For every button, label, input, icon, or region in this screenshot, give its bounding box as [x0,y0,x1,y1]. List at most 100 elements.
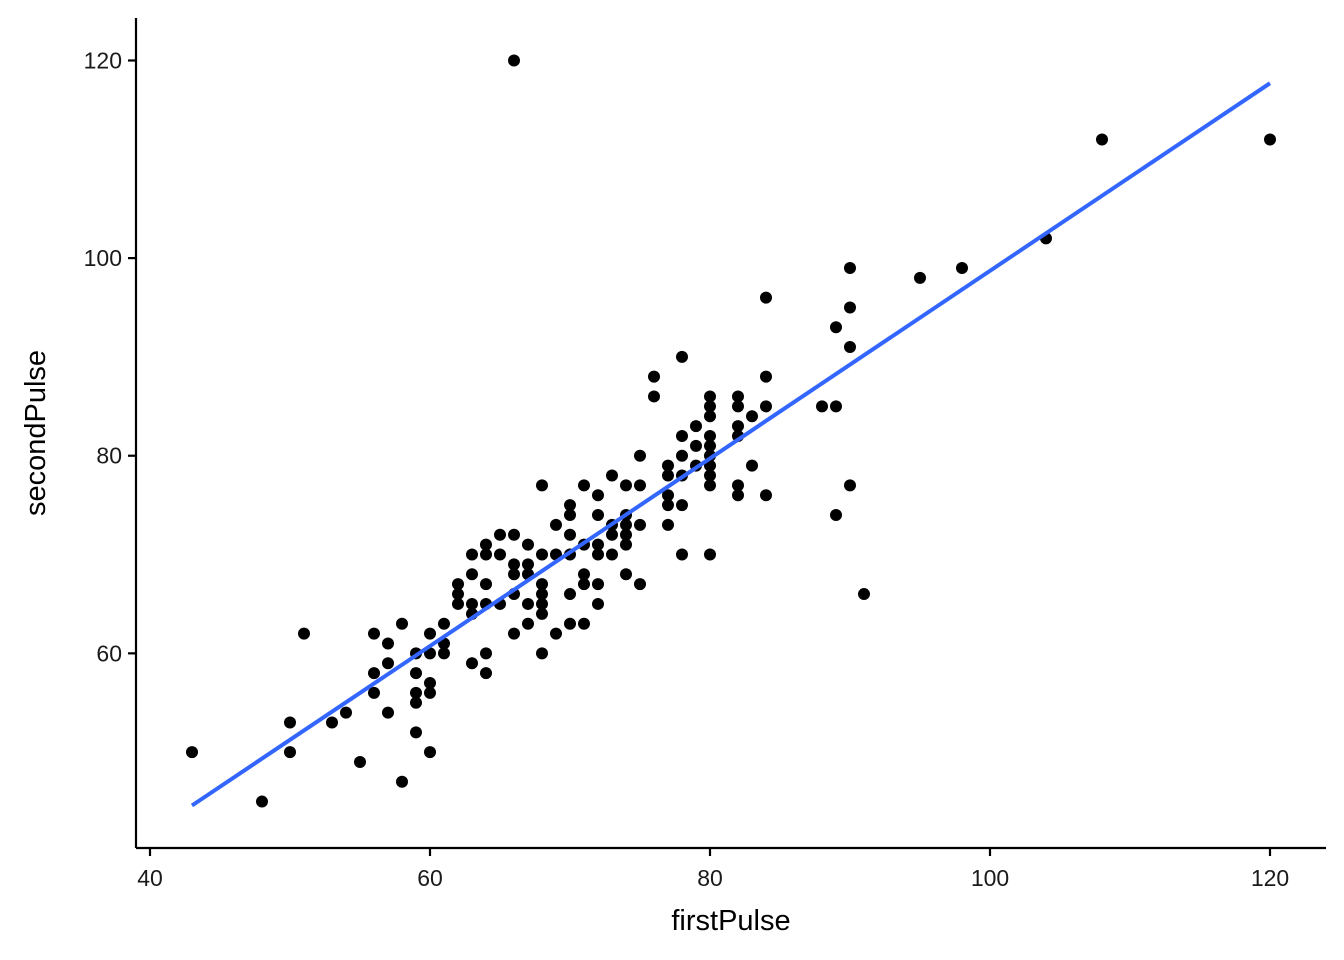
data-point [732,420,744,433]
data-point [592,489,604,502]
points-layer [186,54,1276,808]
data-point [760,291,772,304]
data-point [536,588,548,601]
x-axis-title: firstPulse [671,905,790,937]
data-point [424,686,436,699]
data-point [452,597,464,610]
plot-area [186,54,1276,808]
data-point [592,509,604,522]
data-point [522,558,534,571]
data-point [690,420,702,433]
data-point [914,271,926,284]
data-point [382,637,394,650]
data-point [494,548,506,561]
data-point [480,548,492,561]
data-point [578,578,590,591]
data-point [676,548,688,561]
data-point [732,400,744,413]
data-point [536,479,548,492]
data-point [466,597,478,610]
data-point [368,667,380,680]
data-point [844,301,856,314]
data-point [368,686,380,699]
x-tick-label: 60 [417,865,443,891]
data-point [186,746,198,759]
data-point [396,775,408,788]
data-point [298,627,310,640]
data-point [760,489,772,502]
data-point [522,597,534,610]
data-point [704,410,716,423]
data-point [550,627,562,640]
y-tick-label: 60 [96,640,122,666]
data-point [508,568,520,581]
data-point [424,627,436,640]
data-point [620,479,632,492]
data-point [662,499,674,512]
data-point [466,548,478,561]
data-point [592,597,604,610]
data-point [480,647,492,660]
data-point [452,578,464,591]
data-point [704,390,716,403]
data-point [508,558,520,571]
data-point [634,578,646,591]
data-point [704,548,716,561]
data-point [480,538,492,551]
data-point [620,528,632,541]
data-point [536,548,548,561]
y-axis-ticks: 60 80 100 120 [84,47,136,666]
x-tick-label: 120 [1251,865,1289,891]
data-point [676,350,688,363]
data-point [508,627,520,640]
regression-fit-line [190,81,1272,808]
data-point [256,795,268,808]
data-point [592,578,604,591]
data-point [676,449,688,462]
data-point [466,568,478,581]
data-point [858,588,870,601]
data-point [830,321,842,334]
data-point [564,509,576,522]
x-tick-label: 80 [697,865,723,891]
data-point [830,509,842,522]
data-point [564,617,576,630]
x-axis-ticks: 40 60 80 100 120 [137,848,1289,891]
data-point [704,469,716,482]
y-tick-label: 100 [84,245,122,271]
data-point [480,667,492,680]
data-point [676,499,688,512]
data-point [522,617,534,630]
data-point [704,400,716,413]
data-point [564,499,576,512]
data-point [508,528,520,541]
data-point [676,429,688,442]
data-point [480,578,492,591]
data-point [494,528,506,541]
data-point [382,657,394,670]
data-point [564,528,576,541]
data-point [620,538,632,551]
data-point [662,459,674,472]
data-point [508,54,520,67]
data-point [760,400,772,413]
data-point [522,538,534,551]
data-point [830,400,842,413]
data-point [578,479,590,492]
data-point [956,261,968,274]
data-point [606,528,618,541]
data-point [536,597,548,610]
data-point [326,716,338,729]
data-point [704,429,716,442]
data-point [648,370,660,383]
data-point [634,449,646,462]
data-point [592,538,604,551]
data-point [424,676,436,689]
data-point [690,439,702,452]
data-point [550,518,562,531]
data-point [410,726,422,739]
data-point [578,568,590,581]
y-tick-label: 80 [96,443,122,469]
data-point [760,370,772,383]
